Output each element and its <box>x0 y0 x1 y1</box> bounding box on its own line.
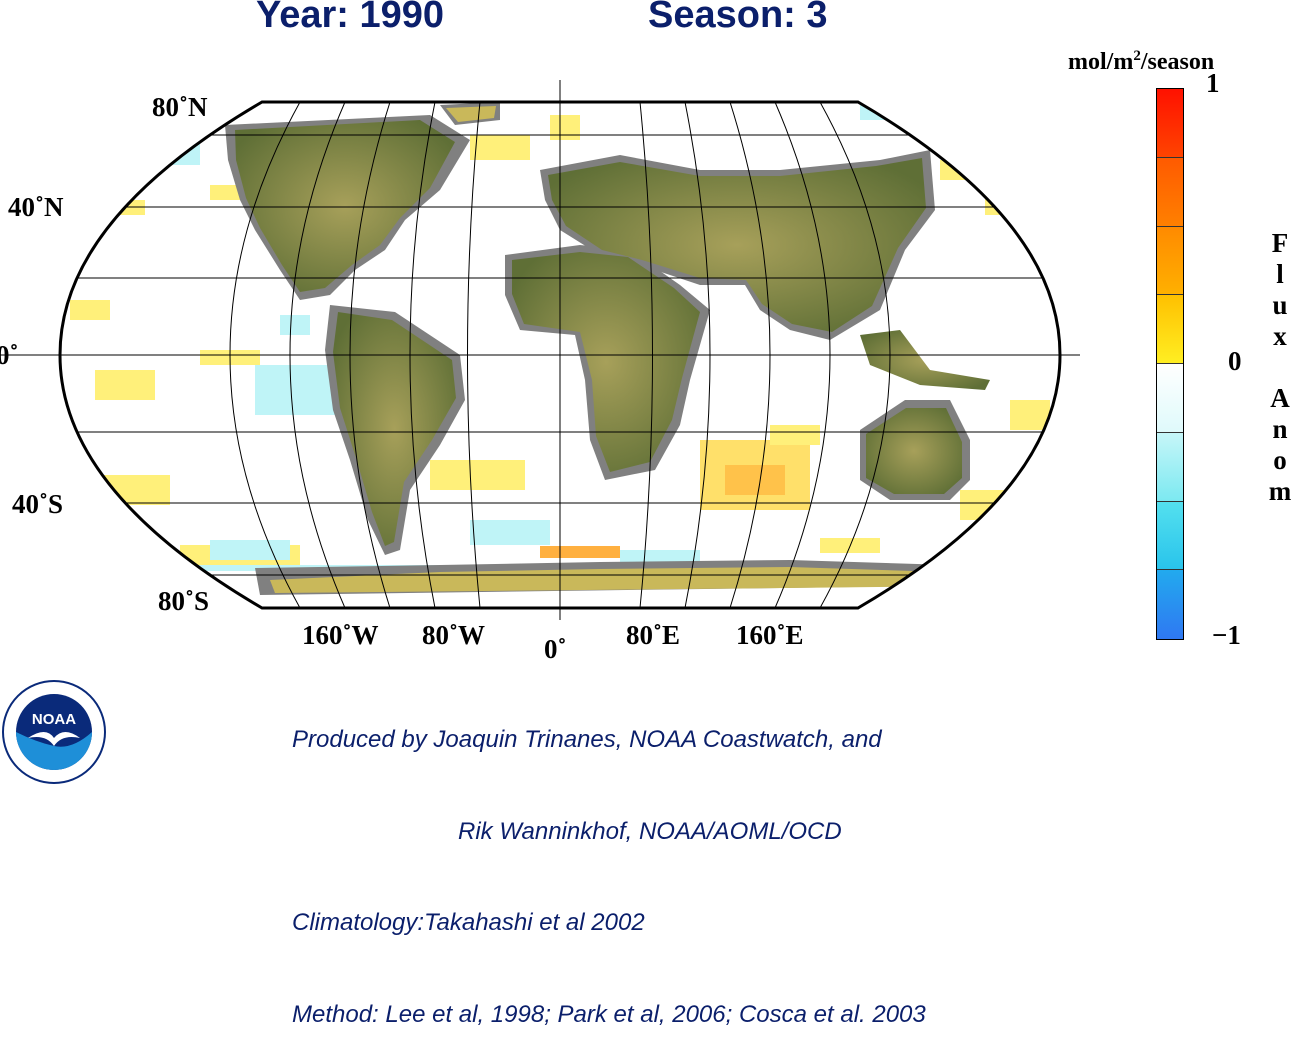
units-rest: /season <box>1140 49 1215 75</box>
legend-units: mol/m2/season <box>1068 48 1214 76</box>
lat-label-40s: 40˚S <box>12 489 64 519</box>
colorbar-segment <box>1157 295 1183 364</box>
lat-label-40n: 40˚N <box>8 192 64 222</box>
colorbar-title-gap <box>1268 352 1292 383</box>
colorbar-title-letter: A <box>1270 383 1290 413</box>
colorbar-max-label: 1 <box>1206 68 1220 98</box>
axis-ticks <box>0 80 1080 620</box>
colorbar-title-letter: m <box>1268 476 1292 506</box>
land-relief <box>235 106 990 593</box>
lon-label-160e: 160˚E <box>736 620 804 650</box>
colorbar-segment <box>1157 226 1183 296</box>
colorbar-segment <box>1157 570 1183 639</box>
lat-label-0: 0˚ <box>0 340 19 370</box>
colorbar-title-letter: n <box>1272 414 1288 444</box>
map-outline <box>58 100 1062 610</box>
colorbar-title-letter: o <box>1273 445 1287 475</box>
lat-label-80s: 80˚S <box>158 586 210 616</box>
colorbar-title-letter: l <box>1276 259 1284 289</box>
lon-label-80w: 80˚W <box>422 620 485 650</box>
season-title: Season: 3 <box>648 0 828 36</box>
map-body <box>60 102 1060 608</box>
colorbar-title-letter: F <box>1271 228 1289 258</box>
units-superscript: 2 <box>1133 48 1141 64</box>
colorbar-title-letter: x <box>1273 321 1287 351</box>
graticule <box>60 102 1060 608</box>
credits-line: Produced by Joaquin Trinanes, NOAA Coast… <box>292 726 882 753</box>
colorbar-segment <box>1157 364 1183 433</box>
colorbar-mid-label: 0 <box>1228 346 1242 376</box>
credits-line: Method: Lee et al, 1998; Park et al, 200… <box>292 1000 926 1028</box>
anomaly-patches <box>70 105 1060 571</box>
year-title: Year: 1990 <box>256 0 445 36</box>
colorbar-segment <box>1157 89 1183 158</box>
map-svg <box>0 80 1080 620</box>
credits-line: Climatology:Takahashi et al 2002 <box>292 909 645 936</box>
flux-anomaly-map <box>0 80 1100 620</box>
colorbar-segment <box>1157 157 1183 227</box>
credits-line: Rik Wanninkhof, NOAA/AOML/OCD <box>458 817 842 845</box>
credits: Produced by Joaquin Trinanes, NOAA Coast… <box>292 664 926 1061</box>
colorbar-segment <box>1157 432 1183 502</box>
lat-label-80n: 80˚N <box>152 92 208 122</box>
logo-text: NOAA <box>32 711 76 728</box>
lon-label-0: 0˚ <box>544 634 567 664</box>
colorbar-segment <box>1157 501 1183 571</box>
lon-label-160w: 160˚W <box>302 620 379 650</box>
noaa-logo: NOAA <box>2 680 106 784</box>
lon-label-80e: 80˚E <box>626 620 680 650</box>
colorbar-title: F l u x A n o m <box>1268 228 1292 507</box>
colorbar-min-label: −1 <box>1212 620 1241 650</box>
colorbar <box>1156 88 1184 640</box>
colorbar-title-letter: u <box>1272 290 1288 320</box>
units-main: mol/m <box>1068 49 1134 75</box>
